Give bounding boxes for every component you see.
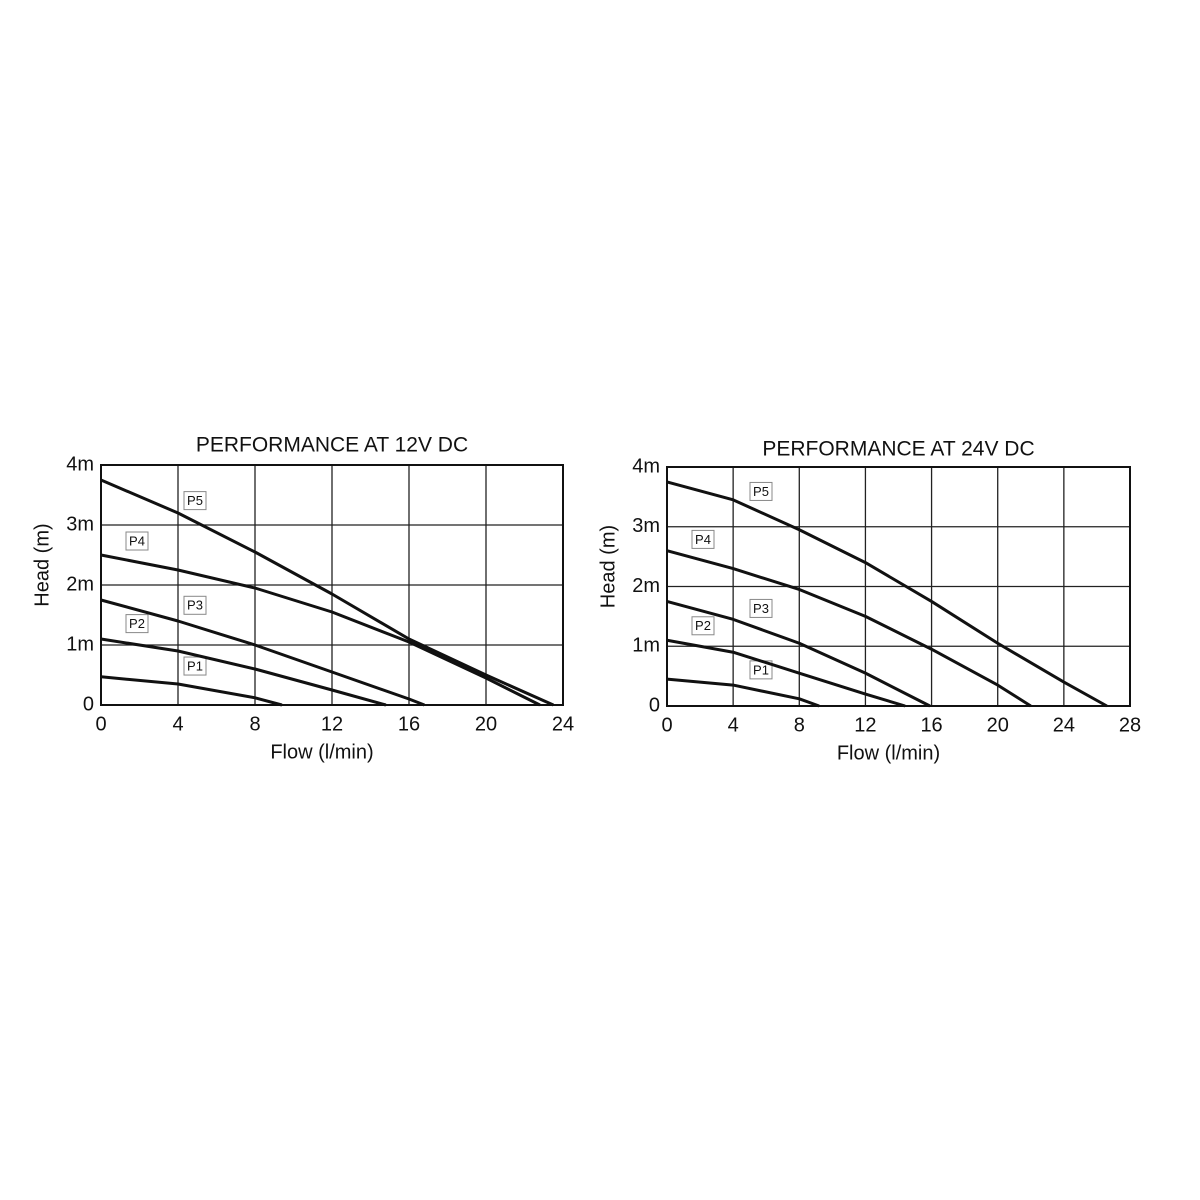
series-label-box (125, 614, 149, 634)
series-label-box (749, 481, 773, 501)
x-tick-label: 12 (321, 713, 343, 735)
x-tick-label: 20 (475, 713, 497, 735)
series-label: P1 (187, 658, 203, 673)
chart-title: PERFORMANCE AT 12V DC (196, 434, 468, 457)
x-tick-label: 4 (172, 713, 183, 735)
x-tick-label: 0 (661, 714, 672, 736)
series-label-box (691, 529, 715, 549)
y-tick-label: 1m (66, 633, 94, 655)
series-label: P3 (753, 601, 769, 616)
x-tick-label: 12 (854, 714, 876, 736)
x-tick-label: 16 (920, 714, 942, 736)
plot-frame (100, 464, 564, 706)
y-tick-label: 4m (632, 455, 660, 477)
x-tick-label: 4 (728, 714, 739, 736)
curve (100, 637, 387, 707)
series-label: P5 (187, 493, 203, 508)
x-tick-label: 24 (552, 713, 574, 735)
y-tick-label: 3m (66, 513, 94, 535)
series-label: P2 (695, 618, 711, 633)
x-axis-label: Flow (l/min) (837, 742, 940, 764)
y-tick-label: 2m (66, 573, 94, 595)
curve (100, 478, 554, 707)
series-label-box (183, 656, 207, 676)
y-tick-label: 1m (632, 635, 660, 657)
curve (666, 549, 1032, 708)
series-label: P5 (753, 484, 769, 499)
x-tick-label: 16 (398, 713, 420, 735)
curve (100, 598, 425, 707)
curve (666, 599, 931, 708)
curve (100, 675, 283, 707)
series-label: P2 (129, 616, 145, 631)
y-axis-label: Head (m) (31, 523, 53, 606)
chart-title: PERFORMANCE AT 24V DC (762, 438, 1034, 461)
x-tick-label: 0 (95, 713, 106, 735)
series-label: P4 (695, 532, 711, 547)
y-tick-label: 4m (66, 453, 94, 475)
series-label: P3 (187, 598, 203, 613)
curve (666, 480, 1108, 708)
x-axis-label: Flow (l/min) (270, 741, 373, 763)
series-label-box (183, 595, 207, 615)
y-tick-label: 0 (649, 694, 660, 716)
y-tick-label: 0 (83, 693, 94, 715)
y-tick-label: 3m (632, 515, 660, 537)
series-label: P4 (129, 533, 145, 548)
x-tick-label: 8 (249, 713, 260, 735)
curve (100, 553, 541, 707)
series-label-box (125, 531, 149, 551)
series-label-box (183, 491, 207, 511)
series-label-box (691, 616, 715, 636)
curve (666, 638, 906, 708)
series-label: P1 (753, 662, 769, 677)
y-axis-label: Head (m) (597, 525, 619, 608)
curve (666, 677, 820, 708)
series-label-box (749, 598, 773, 618)
y-tick-label: 2m (632, 575, 660, 597)
x-tick-label: 8 (794, 714, 805, 736)
x-tick-label: 20 (987, 714, 1009, 736)
plot-frame (666, 466, 1131, 707)
x-tick-label: 28 (1119, 714, 1141, 736)
x-tick-label: 24 (1053, 714, 1075, 736)
